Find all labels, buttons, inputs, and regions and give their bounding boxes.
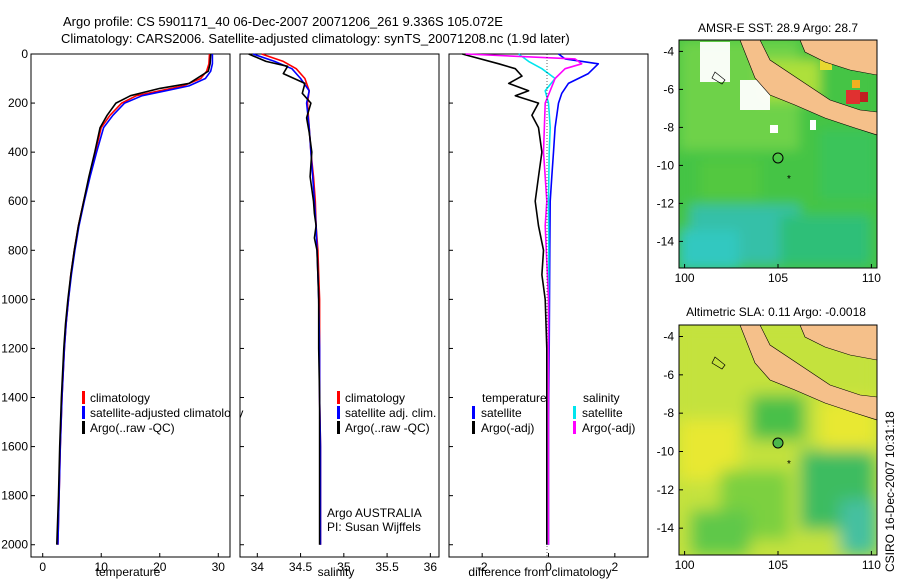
- depth-tick-label: 1800: [1, 489, 28, 503]
- salinity-legend: climatology satellite adj. clim. Argo(..…: [327, 391, 436, 534]
- sla-float-symbol: *: [787, 459, 791, 470]
- legend-title-temperature: temperature: [482, 391, 547, 405]
- map-lat-label: -6: [663, 368, 674, 382]
- map-lon-label: 105: [768, 271, 788, 285]
- series-line-satellite-adjusted-climatology: [57, 54, 214, 545]
- figure-title-line2: Climatology: CARS2006. Satellite-adjuste…: [61, 31, 570, 46]
- salinity-axis-label: salinity: [318, 565, 355, 579]
- legend-title-salinity: salinity: [583, 391, 620, 405]
- legend-satellite-temp: satellite-adjusted climatology: [90, 406, 243, 420]
- x-tick-label: 2: [611, 560, 618, 574]
- difference-legend: temperature salinity satellite Argo(-adj…: [472, 391, 635, 435]
- series-line-satellite: [547, 53, 600, 545]
- map-lat-label: -8: [663, 406, 674, 420]
- sst-float-symbol: *: [787, 174, 791, 185]
- legend-argo-temp: Argo(..raw -QC): [90, 421, 175, 435]
- x-tick-label: 0: [39, 560, 46, 574]
- depth-tick-label: 1600: [1, 440, 28, 454]
- map-lon-label: 100: [675, 558, 695, 572]
- sst-argo-marker: [772, 152, 784, 164]
- series-line-argo-raw-qc: [56, 53, 212, 545]
- x-tick-label: 35: [337, 560, 351, 574]
- map-lat-label: -10: [657, 445, 675, 459]
- legend-climatology-sal: climatology: [345, 391, 405, 405]
- map-lat-label: -8: [663, 120, 674, 134]
- depth-tick-label: 1000: [1, 292, 28, 306]
- map-lat-label: -12: [657, 196, 675, 210]
- x-tick-label: 36: [424, 560, 438, 574]
- x-tick-label: 30: [212, 560, 226, 574]
- series-line-satellite-adj-clim: [252, 53, 322, 545]
- series-line-climatology: [57, 53, 211, 545]
- series-line-satellite: [518, 53, 556, 545]
- sst-map-title: AMSR-E SST: 28.9 Argo: 28.7: [698, 21, 858, 35]
- depth-tick-label: 600: [8, 194, 28, 208]
- x-tick-label: 0: [545, 560, 552, 574]
- series-line-argo-adj: [465, 53, 583, 545]
- figure-title-line1: Argo profile: CS 5901171_40 06-Dec-2007 …: [63, 14, 503, 29]
- map-lat-label: -4: [663, 330, 674, 344]
- difference-plot: -2 0 2: [462, 53, 618, 574]
- depth-tick-label: 200: [8, 96, 28, 110]
- map-lat-label: -14: [657, 521, 675, 535]
- salinity-panel-frame: [239, 53, 440, 558]
- series-line-argo-adj: [462, 53, 548, 545]
- sla-argo-marker: [772, 437, 784, 449]
- x-tick-label: 10: [95, 560, 109, 574]
- temperature-axis-label: temperature: [96, 565, 161, 579]
- depth-tick-label: 0: [21, 47, 28, 61]
- depth-tick-label: 1200: [1, 341, 28, 355]
- x-tick-label: 34.5: [289, 560, 313, 574]
- map-axes: 100 105 110 -4 -6 -8 -10 -12 -14 100 105 110 -4 -6 -8 -…: [657, 44, 882, 572]
- map-lon-label: 110: [862, 558, 881, 572]
- map-lat-label: -10: [657, 158, 675, 172]
- depth-tick-label: 400: [8, 145, 28, 159]
- sla-map: [679, 325, 877, 555]
- map-lon-label: 105: [768, 558, 788, 572]
- depth-tick-label: 800: [8, 243, 28, 257]
- difference-axis-label: difference from climatology: [468, 565, 611, 579]
- map-lat-label: -4: [663, 44, 674, 58]
- legend-diff-temp-argo: Argo(-adj): [481, 421, 534, 435]
- map-lat-label: -12: [657, 483, 675, 497]
- map-lon-label: 100: [675, 271, 695, 285]
- temperature-legend: climatology satellite-adjusted climatolo…: [82, 391, 243, 435]
- legend-climatology-temp: climatology: [90, 391, 150, 405]
- sla-map-title: Altimetric SLA: 0.11 Argo: -0.0018: [686, 305, 866, 319]
- x-tick-label: 34: [251, 560, 265, 574]
- legend-satellite-sal: satellite adj. clim.: [345, 406, 436, 420]
- x-tick-label: 20: [153, 560, 167, 574]
- legend-diff-sal-satellite: satellite: [582, 406, 623, 420]
- x-tick-label: 35.5: [375, 560, 399, 574]
- salinity-plot: 34 34.5 35 35.5 36: [248, 53, 438, 574]
- legend-argo-sal: Argo(..raw -QC): [345, 421, 430, 435]
- legend-diff-temp-satellite: satellite: [481, 406, 522, 420]
- depth-tick-label: 2000: [1, 538, 28, 552]
- temperature-plot: 0 10 20 30: [39, 53, 226, 574]
- map-lon-label: 110: [862, 271, 881, 285]
- series-line-climatology: [261, 53, 322, 545]
- x-tick-label: -2: [477, 560, 488, 574]
- map-lat-label: -6: [663, 82, 674, 96]
- series-line-argo-raw-qc: [248, 53, 321, 545]
- argo-credit-line2: PI: Susan Wijffels: [327, 520, 421, 534]
- map-lat-label: -14: [657, 234, 675, 248]
- temperature-panel-frame: [30, 53, 231, 558]
- argo-credit-line1: Argo AUSTRALIA: [327, 506, 422, 520]
- sst-map: [679, 40, 877, 268]
- depth-tick-label: 1400: [1, 391, 28, 405]
- depth-axis: 0 200 400 600 800 1000 1200 1400 1600 1800 2000: [1, 47, 453, 552]
- csiro-credit: CSIRO 16-Dec-2007 10:31:18: [883, 411, 897, 572]
- legend-diff-sal-argo: Argo(-adj): [582, 421, 635, 435]
